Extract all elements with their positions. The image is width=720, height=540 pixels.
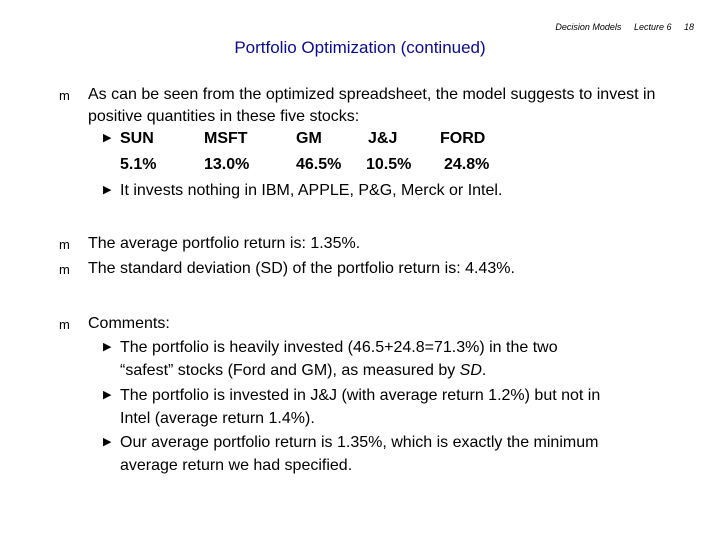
sub-bullet-icon: ▶ — [103, 389, 112, 401]
stock-weight: 46.5% — [296, 156, 342, 173]
avg-return-text: The average portfolio return is: 1.35%. — [88, 235, 361, 252]
stock-name: FORD — [440, 130, 486, 147]
stock-weight: 24.8% — [444, 156, 490, 173]
bullet-icon: m — [59, 317, 70, 332]
comment-2-line-2: Intel (average return 1.4%). — [120, 410, 315, 427]
sub-bullet-icon: ▶ — [103, 132, 112, 144]
lecture-number: Lecture 6 — [633, 22, 672, 32]
sub-bullet-icon: ▶ — [103, 184, 112, 196]
sd-term: SD — [459, 362, 482, 379]
bullet-icon: m — [59, 262, 70, 277]
stock-name: SUN — [120, 130, 154, 147]
comments-label: Comments: — [88, 315, 170, 332]
comment-3-line-2: average return we had specified. — [120, 457, 353, 474]
comment-2-line-1: The portfolio is invested in J&J (with a… — [120, 387, 601, 404]
comment-1-line-1: The portfolio is heavily invested (46.5+… — [120, 339, 558, 356]
course-name: Decision Models — [555, 22, 622, 32]
slide-title: Portfolio Optimization (continued) — [234, 38, 486, 57]
stock-name: GM — [296, 130, 322, 147]
sub-bullet-icon: ▶ — [103, 436, 112, 448]
comment-1-line-2: “safest” stocks (Ford and GM), as measur… — [120, 360, 680, 382]
sub-bullet-icon: ▶ — [103, 341, 112, 353]
comment-3-line-1: Our average portfolio return is 1.35%, w… — [120, 434, 599, 451]
stock-name: MSFT — [204, 130, 248, 147]
stock-weight: 10.5% — [366, 156, 412, 173]
intro-text: As can be seen from the optimized spread… — [88, 86, 656, 125]
comment-1-text: “safest” stocks (Ford and GM), as measur… — [120, 362, 460, 379]
page-number: 18 — [683, 22, 694, 32]
bullet-icon: m — [59, 88, 70, 103]
stock-name: J&J — [368, 130, 398, 147]
stock-weight: 5.1% — [120, 156, 157, 173]
nothing-text: It invests nothing in IBM, APPLE, P&G, M… — [120, 182, 503, 199]
comment-1-period: . — [481, 362, 487, 379]
std-dev-text: The standard deviation (SD) of the portf… — [88, 260, 515, 277]
stock-weight: 13.0% — [204, 156, 250, 173]
slide-header: Decision Models Lecture 6 18 — [545, 22, 694, 32]
bullet-icon: m — [59, 237, 70, 252]
